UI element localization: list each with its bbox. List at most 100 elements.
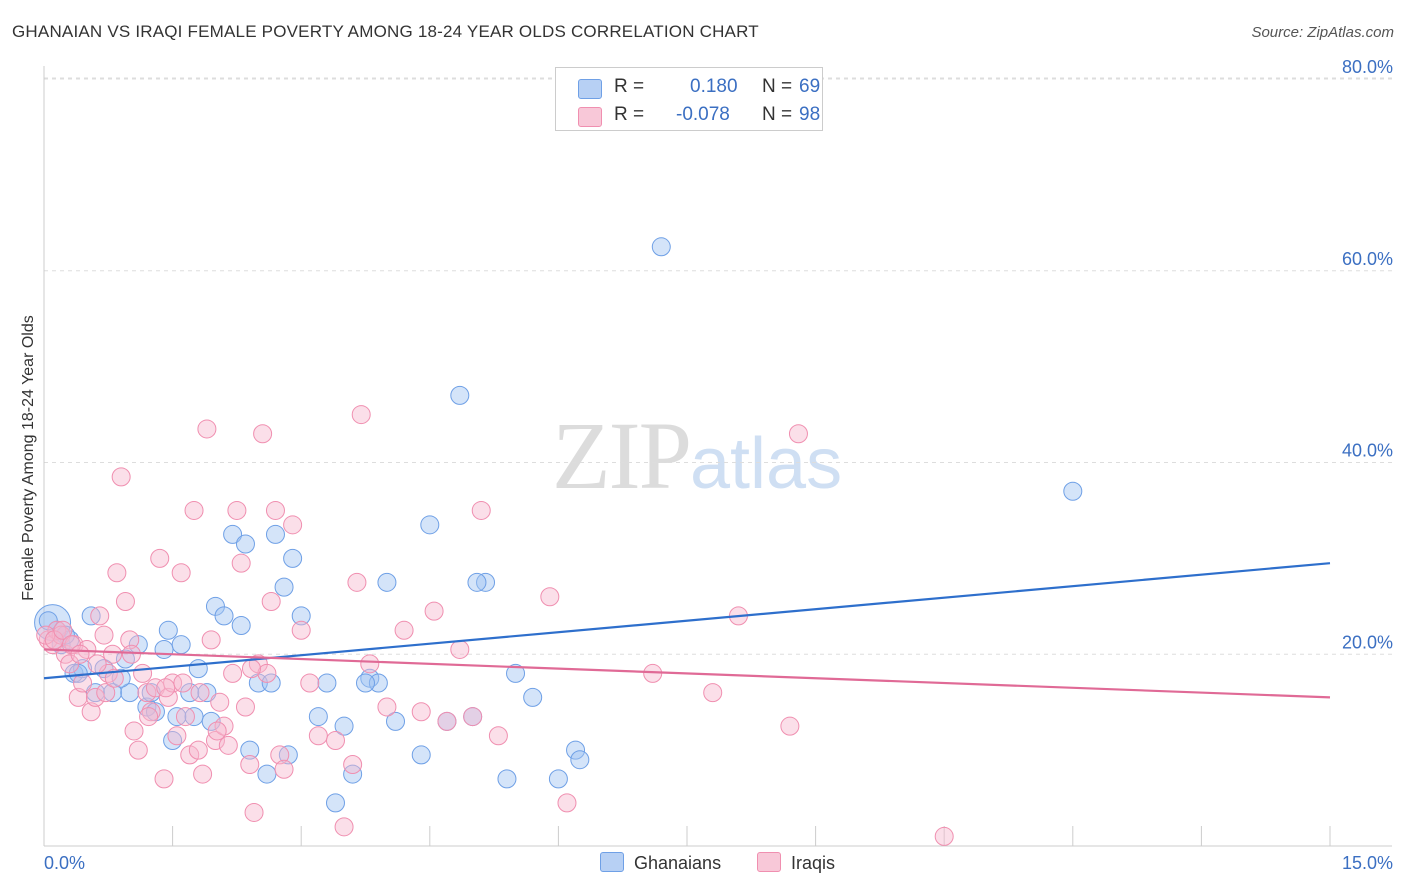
x-tick-label: 15.0%: [1342, 853, 1393, 873]
ghanaian-point: [343, 764, 363, 784]
correlation-legend: R = 0.180 N = 69 R = -0.078 N = 98: [555, 67, 823, 131]
iraqi-point: [197, 419, 217, 439]
ghanaian-point: [240, 740, 260, 760]
iraqi-point: [274, 759, 294, 779]
iraqi-point: [173, 673, 193, 693]
ghanaian-point: [450, 385, 470, 405]
bottom-legend-label-iraqis: Iraqis: [791, 853, 836, 873]
legend-n-label: N =: [762, 104, 793, 125]
iraqi-point: [347, 572, 367, 592]
iraqi-point: [128, 740, 148, 760]
ghanaian-point: [154, 639, 174, 659]
iraqi-point: [111, 467, 131, 487]
iraqi-point: [53, 620, 73, 640]
ghanaian-point: [235, 534, 255, 554]
bottom-legend-swatch-ghanaians: [600, 852, 624, 872]
watermark: ZIPatlas: [552, 400, 842, 511]
iraqi-point: [308, 726, 328, 746]
iraqi-point: [411, 702, 431, 722]
bottom-legend-label-ghanaians: Ghanaians: [634, 853, 722, 873]
iraqi-point: [394, 620, 414, 640]
legend-r-label: R =: [614, 76, 645, 97]
iraqi-point: [283, 515, 303, 535]
iraqi-point: [103, 644, 123, 664]
ghanaian-point: [291, 606, 311, 626]
ghanaian-point: [506, 663, 526, 683]
ghanaian-point: [467, 572, 487, 592]
iraqi-point: [94, 625, 114, 645]
iraqi-point: [780, 716, 800, 736]
ghanaian-point: [317, 673, 337, 693]
legend-r-value: 0.180: [690, 76, 738, 97]
iraqi-point: [207, 721, 227, 741]
chart-title: GHANAIAN VS IRAQI FEMALE POVERTY AMONG 1…: [12, 22, 759, 41]
iraqi-point: [471, 500, 491, 520]
iraqi-point: [450, 639, 470, 659]
iraqi-point: [137, 683, 157, 703]
bottom-legend-swatch-iraqis: [757, 852, 781, 872]
iraqi-point: [133, 663, 153, 683]
iraqi-point: [205, 731, 225, 751]
legend-n-value: 98: [799, 104, 821, 125]
ghanaian-point: [497, 769, 517, 789]
legend-n-value: 69: [799, 76, 821, 97]
ghanaian-point: [566, 740, 586, 760]
ghanaian-point: [334, 716, 354, 736]
ghanaian-point: [411, 745, 431, 765]
legend-n-label: N =: [762, 76, 793, 97]
y-tick-label: 20.0%: [1342, 632, 1393, 652]
iraqi-point: [73, 673, 93, 693]
iraqi-point: [77, 639, 97, 659]
iraqi-point: [154, 769, 174, 789]
iraqi-point: [70, 644, 90, 664]
iraqi-point: [265, 500, 285, 520]
iraqi-point: [343, 755, 363, 775]
iraqi-point: [437, 711, 457, 731]
iraqi-point: [175, 707, 195, 727]
iraqi-point: [223, 663, 243, 683]
iraqi-point: [463, 707, 483, 727]
iraqi-point: [231, 553, 251, 573]
ghanaian-point: [386, 711, 406, 731]
ghanaian-point: [570, 750, 590, 770]
iraqi-point: [788, 424, 808, 444]
ghanaian-point: [283, 548, 303, 568]
iraqi-point: [167, 726, 187, 746]
ghanaian-point: [223, 524, 243, 544]
iraqi-point: [235, 697, 255, 717]
iraqi-point: [351, 405, 371, 425]
legend-r-value: -0.078: [676, 104, 730, 125]
iraqi-point: [360, 654, 380, 674]
iraqi-point: [540, 587, 560, 607]
watermark-zip: ZIP: [552, 402, 692, 509]
ghanaian-point: [265, 524, 285, 544]
ghanaian-point: [257, 764, 277, 784]
y-tick-label: 40.0%: [1342, 441, 1393, 461]
iraqi-point: [60, 654, 80, 674]
x-tick-label: 0.0%: [44, 853, 85, 873]
axes: [43, 66, 1392, 847]
ghanaian-point: [325, 793, 345, 813]
iraqi-point: [300, 673, 320, 693]
iraqi-point: [87, 654, 107, 674]
iraqi-point: [68, 687, 88, 707]
ghanaian-point: [158, 620, 178, 640]
ghanaian-point: [356, 673, 375, 693]
iraqi-point: [90, 606, 110, 626]
legend-swatch-iraqis: [578, 107, 602, 127]
source-label: Source: ZipAtlas.com: [1251, 24, 1394, 41]
iraqi-point: [703, 683, 723, 703]
ghanaian-point: [231, 615, 251, 635]
ghanaian-point: [111, 668, 131, 688]
ghanaian-trend-line: [43, 562, 1331, 680]
iraqi-point: [261, 592, 281, 612]
iraqi-point: [121, 644, 141, 664]
iraqi-point: [104, 668, 124, 688]
watermark-atlas: atlas: [690, 424, 843, 504]
ghanaian-point: [548, 769, 568, 789]
iraqi-point: [163, 673, 183, 693]
iraqi-point: [244, 802, 264, 822]
iraqi-point: [184, 500, 204, 520]
iraqi-trend-line: [43, 648, 1331, 699]
